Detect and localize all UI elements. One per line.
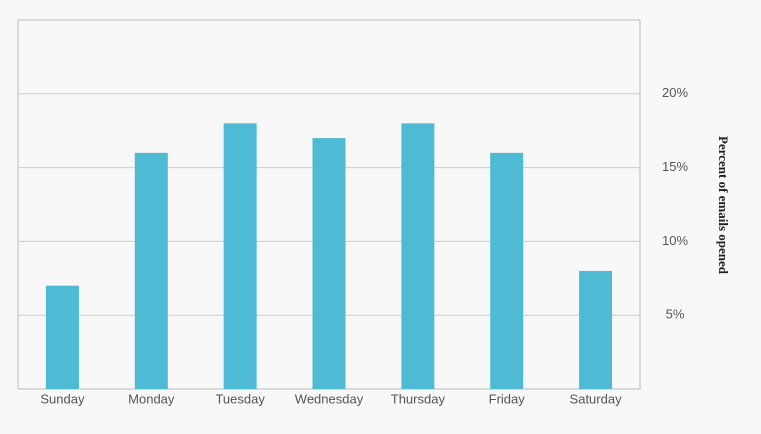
bar <box>223 123 257 389</box>
x-tick-label: Monday <box>128 391 175 406</box>
x-tick-label: Tuesday <box>215 391 265 406</box>
x-tick-label: Friday <box>489 391 526 406</box>
bar <box>401 123 435 389</box>
x-tick-label: Thursday <box>391 391 446 406</box>
bar <box>45 285 79 389</box>
x-tick-label: Sunday <box>40 391 85 406</box>
x-tick-label: Saturday <box>570 391 623 406</box>
y-tick-label: 10% <box>662 233 688 248</box>
y-axis-title: Percent of emails opened <box>716 136 731 275</box>
x-tick-label: Wednesday <box>295 391 364 406</box>
bar <box>579 270 613 389</box>
bar <box>312 138 346 389</box>
y-tick-label: 5% <box>666 307 685 322</box>
bar <box>490 152 524 389</box>
y-tick-label: 15% <box>662 159 688 174</box>
bar <box>134 152 168 389</box>
y-tick-label: 20% <box>662 85 688 100</box>
